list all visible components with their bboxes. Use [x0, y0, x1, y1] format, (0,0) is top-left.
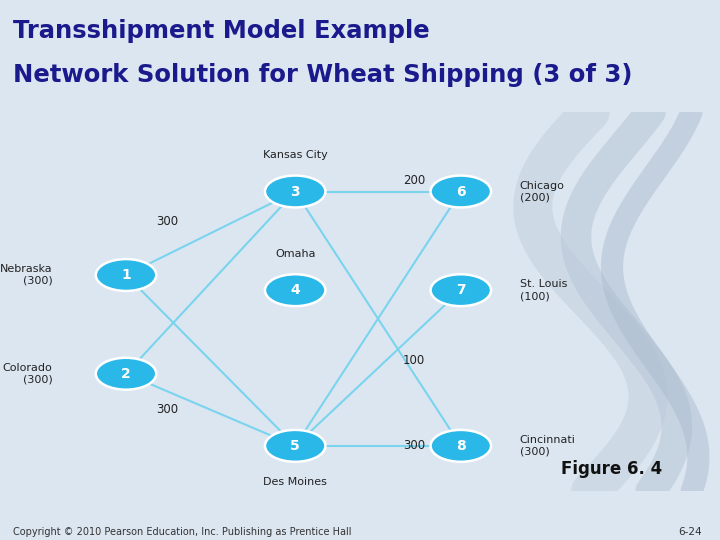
Circle shape	[265, 176, 325, 207]
Text: Omaha: Omaha	[275, 249, 315, 259]
Text: 3: 3	[290, 185, 300, 199]
Text: 5: 5	[290, 439, 300, 453]
Text: Transshipment Model Example: Transshipment Model Example	[13, 19, 430, 43]
Circle shape	[431, 430, 491, 462]
Text: 100: 100	[403, 354, 425, 367]
Circle shape	[431, 274, 491, 306]
Circle shape	[265, 274, 325, 306]
Text: 300: 300	[156, 403, 179, 416]
Text: Copyright © 2010 Pearson Education, Inc. Publishing as Prentice Hall: Copyright © 2010 Pearson Education, Inc.…	[13, 527, 351, 537]
Text: 6: 6	[456, 185, 466, 199]
Text: Kansas City: Kansas City	[263, 150, 328, 160]
Text: Des Moines: Des Moines	[264, 477, 327, 487]
Text: Nebraska
(300): Nebraska (300)	[0, 264, 53, 286]
Text: 6-24: 6-24	[678, 527, 702, 537]
Text: 300: 300	[403, 440, 425, 453]
Text: 8: 8	[456, 439, 466, 453]
Circle shape	[96, 358, 156, 390]
Text: 2: 2	[121, 367, 131, 381]
Text: Colorado
(300): Colorado (300)	[3, 363, 53, 384]
Text: Network Solution for Wheat Shipping (3 of 3): Network Solution for Wheat Shipping (3 o…	[13, 63, 632, 87]
Text: Cincinnati
(300): Cincinnati (300)	[520, 435, 576, 457]
Circle shape	[96, 259, 156, 291]
Circle shape	[431, 176, 491, 207]
Text: 7: 7	[456, 283, 466, 297]
Circle shape	[265, 430, 325, 462]
Text: 200: 200	[403, 174, 425, 187]
Text: Chicago
(200): Chicago (200)	[520, 181, 564, 202]
Text: 4: 4	[290, 283, 300, 297]
Text: St. Louis
(100): St. Louis (100)	[520, 279, 567, 301]
Text: 300: 300	[156, 215, 179, 228]
Text: Figure 6. 4: Figure 6. 4	[561, 460, 662, 478]
Text: 1: 1	[121, 268, 131, 282]
